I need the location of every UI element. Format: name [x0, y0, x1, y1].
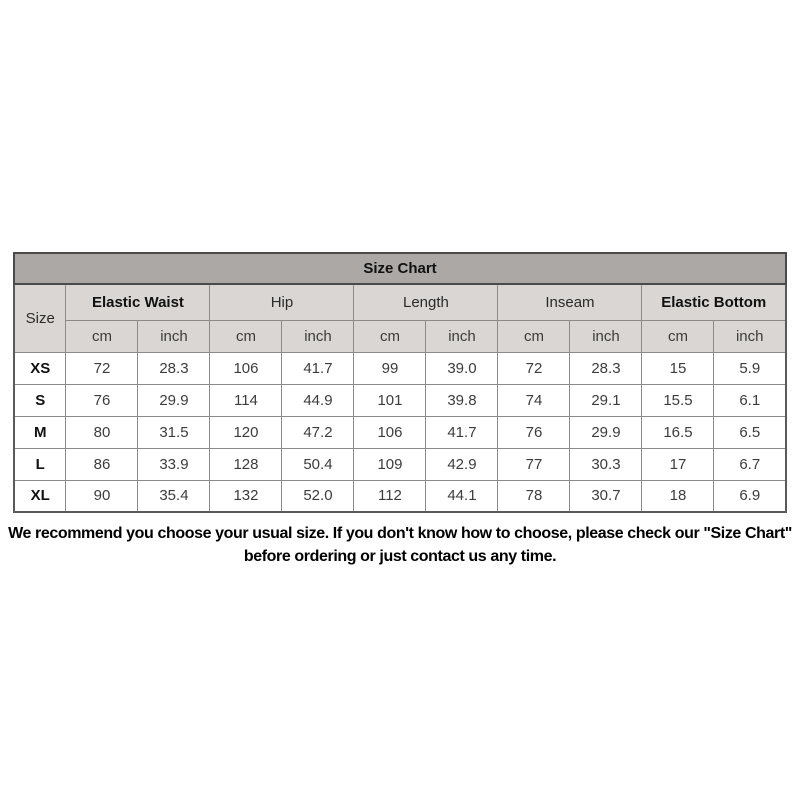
- col-header-hip: Hip: [209, 283, 355, 321]
- cell-value: 101: [353, 383, 427, 417]
- cell-value: 132: [209, 479, 283, 513]
- cell-value: 42.9: [425, 447, 499, 481]
- cell-value: 80: [65, 415, 139, 449]
- cell-value: 16.5: [641, 415, 715, 449]
- unit-hip-inch: inch: [281, 319, 355, 353]
- unit-waist-cm: cm: [65, 319, 139, 353]
- cell-value: 72: [497, 351, 571, 385]
- cell-value: 28.3: [569, 351, 643, 385]
- cell-value: 44.1: [425, 479, 499, 513]
- cell-value: 128: [209, 447, 283, 481]
- cell-value: 39.0: [425, 351, 499, 385]
- unit-hip-cm: cm: [209, 319, 283, 353]
- cell-value: 15.5: [641, 383, 715, 417]
- size-label: L: [13, 447, 67, 481]
- cell-value: 47.2: [281, 415, 355, 449]
- unit-length-inch: inch: [425, 319, 499, 353]
- cell-value: 99: [353, 351, 427, 385]
- col-header-inseam: Inseam: [497, 283, 643, 321]
- unit-header-row: cm inch cm inch cm inch cm inch cm inch: [14, 319, 787, 353]
- cell-value: 6.9: [713, 479, 787, 513]
- cell-value: 41.7: [281, 351, 355, 385]
- table-row-xs: XS 72 28.3 106 41.7 99 39.0 72 28.3 15 5…: [13, 351, 787, 385]
- cell-value: 106: [353, 415, 427, 449]
- cell-value: 29.1: [569, 383, 643, 417]
- size-label: XL: [13, 479, 67, 513]
- cell-value: 50.4: [281, 447, 355, 481]
- cell-value: 78: [497, 479, 571, 513]
- cell-value: 31.5: [137, 415, 211, 449]
- cell-value: 28.3: [137, 351, 211, 385]
- unit-bottom-cm: cm: [641, 319, 715, 353]
- unit-waist-inch: inch: [137, 319, 211, 353]
- cell-value: 30.7: [569, 479, 643, 513]
- note-line-2: before ordering or just contact us any t…: [243, 548, 557, 565]
- cell-value: 33.9: [137, 447, 211, 481]
- cell-value: 52.0: [281, 479, 355, 513]
- cell-value: 35.4: [137, 479, 211, 513]
- size-label: S: [13, 383, 67, 417]
- col-header-length: Length: [353, 283, 499, 321]
- unit-inseam-cm: cm: [497, 319, 571, 353]
- table-title: Size Chart: [12, 252, 788, 285]
- table-row-s: S 76 29.9 114 44.9 101 39.8 74 29.1 15.5…: [13, 383, 787, 417]
- cell-value: 18: [641, 479, 715, 513]
- cell-value: 76: [65, 383, 139, 417]
- size-recommendation-note: We recommend you choose your usual size.…: [0, 522, 800, 568]
- cell-value: 29.9: [569, 415, 643, 449]
- group-header-row: Size Elastic Waist Hip Length Inseam Ela…: [13, 283, 787, 353]
- cell-value: 15: [641, 351, 715, 385]
- cell-value: 6.5: [713, 415, 787, 449]
- unit-inseam-inch: inch: [569, 319, 643, 353]
- cell-value: 74: [497, 383, 571, 417]
- cell-value: 112: [353, 479, 427, 513]
- note-line-1: We recommend you choose your usual size.…: [8, 525, 792, 542]
- cell-value: 76: [497, 415, 571, 449]
- cell-value: 106: [209, 351, 283, 385]
- size-label: M: [13, 415, 67, 449]
- cell-value: 6.7: [713, 447, 787, 481]
- cell-value: 114: [209, 383, 283, 417]
- cell-value: 86: [65, 447, 139, 481]
- col-header-size: Size: [13, 283, 67, 353]
- col-header-elastic-waist: Elastic Waist: [65, 283, 211, 321]
- table-title-row: Size Chart: [12, 252, 788, 285]
- cell-value: 5.9: [713, 351, 787, 385]
- table-row-xl: XL 90 35.4 132 52.0 112 44.1 78 30.7 18 …: [13, 479, 787, 513]
- cell-value: 39.8: [425, 383, 499, 417]
- cell-value: 44.9: [281, 383, 355, 417]
- unit-length-cm: cm: [353, 319, 427, 353]
- cell-value: 77: [497, 447, 571, 481]
- cell-value: 72: [65, 351, 139, 385]
- cell-value: 17: [641, 447, 715, 481]
- cell-value: 41.7: [425, 415, 499, 449]
- size-chart-table: Size Chart Size Elastic Waist Hip Length…: [12, 252, 788, 513]
- cell-value: 6.1: [713, 383, 787, 417]
- cell-value: 30.3: [569, 447, 643, 481]
- col-header-elastic-bottom: Elastic Bottom: [641, 283, 787, 321]
- unit-bottom-inch: inch: [713, 319, 787, 353]
- table-row-m: M 80 31.5 120 47.2 106 41.7 76 29.9 16.5…: [13, 415, 787, 449]
- size-label: XS: [13, 351, 67, 385]
- cell-value: 90: [65, 479, 139, 513]
- cell-value: 29.9: [137, 383, 211, 417]
- cell-value: 120: [209, 415, 283, 449]
- cell-value: 109: [353, 447, 427, 481]
- table-row-l: L 86 33.9 128 50.4 109 42.9 77 30.3 17 6…: [13, 447, 787, 481]
